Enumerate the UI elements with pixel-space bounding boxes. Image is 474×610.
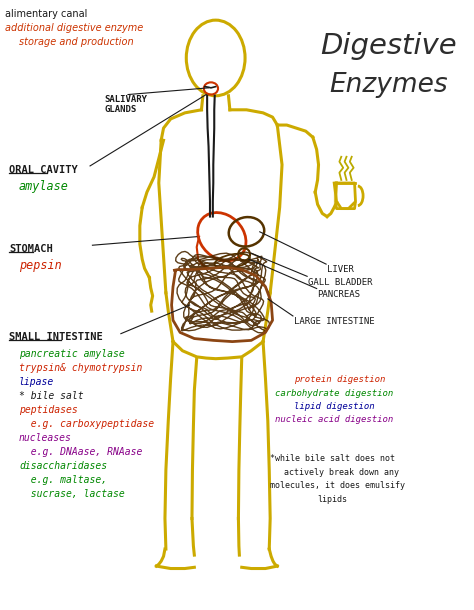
- Text: amylase: amylase: [19, 180, 69, 193]
- Text: lipase: lipase: [19, 377, 54, 387]
- Text: e.g. DNAase, RNAase: e.g. DNAase, RNAase: [19, 447, 142, 457]
- Text: nucleic acid digestion: nucleic acid digestion: [275, 415, 393, 425]
- Text: Enzymes: Enzymes: [329, 73, 448, 98]
- Text: protein digestion: protein digestion: [294, 375, 385, 384]
- Text: e.g. maltase,: e.g. maltase,: [19, 475, 107, 485]
- Text: carbohydrate digestion: carbohydrate digestion: [275, 389, 393, 398]
- Text: pepsin: pepsin: [19, 259, 62, 272]
- Text: disaccharidases: disaccharidases: [19, 461, 107, 471]
- Text: PANCREAS: PANCREAS: [318, 290, 361, 299]
- Text: * bile salt: * bile salt: [19, 391, 83, 401]
- Text: lipid digestion: lipid digestion: [294, 402, 374, 411]
- Text: e.g. carboxypeptidase: e.g. carboxypeptidase: [19, 419, 154, 429]
- Text: molecules, it does emulsify: molecules, it does emulsify: [270, 481, 405, 490]
- Text: actively break down any: actively break down any: [284, 468, 400, 477]
- Text: *while bile salt does not: *while bile salt does not: [270, 454, 395, 464]
- Text: pancreatic amylase: pancreatic amylase: [19, 349, 125, 359]
- Text: trypsin& chymotrypsin: trypsin& chymotrypsin: [19, 363, 142, 373]
- Text: STOMACH: STOMACH: [9, 244, 53, 254]
- Text: ORAL CAVITY: ORAL CAVITY: [9, 165, 78, 174]
- Text: storage and production: storage and production: [19, 37, 134, 46]
- Text: Digestive: Digestive: [320, 32, 457, 60]
- Text: peptidases: peptidases: [19, 405, 78, 415]
- Text: lipids: lipids: [318, 495, 347, 504]
- Text: sucrase, lactase: sucrase, lactase: [19, 489, 125, 499]
- Text: LIVER: LIVER: [327, 265, 354, 275]
- Text: additional digestive enzyme: additional digestive enzyme: [5, 23, 143, 33]
- Text: alimentary canal: alimentary canal: [5, 9, 87, 19]
- Text: LARGE INTESTINE: LARGE INTESTINE: [294, 317, 374, 326]
- Text: nucleases: nucleases: [19, 433, 72, 443]
- Text: SALIVARY
GLANDS: SALIVARY GLANDS: [104, 95, 147, 114]
- Text: SMALL INTESTINE: SMALL INTESTINE: [9, 332, 103, 342]
- Text: GALL BLADDER: GALL BLADDER: [308, 278, 373, 287]
